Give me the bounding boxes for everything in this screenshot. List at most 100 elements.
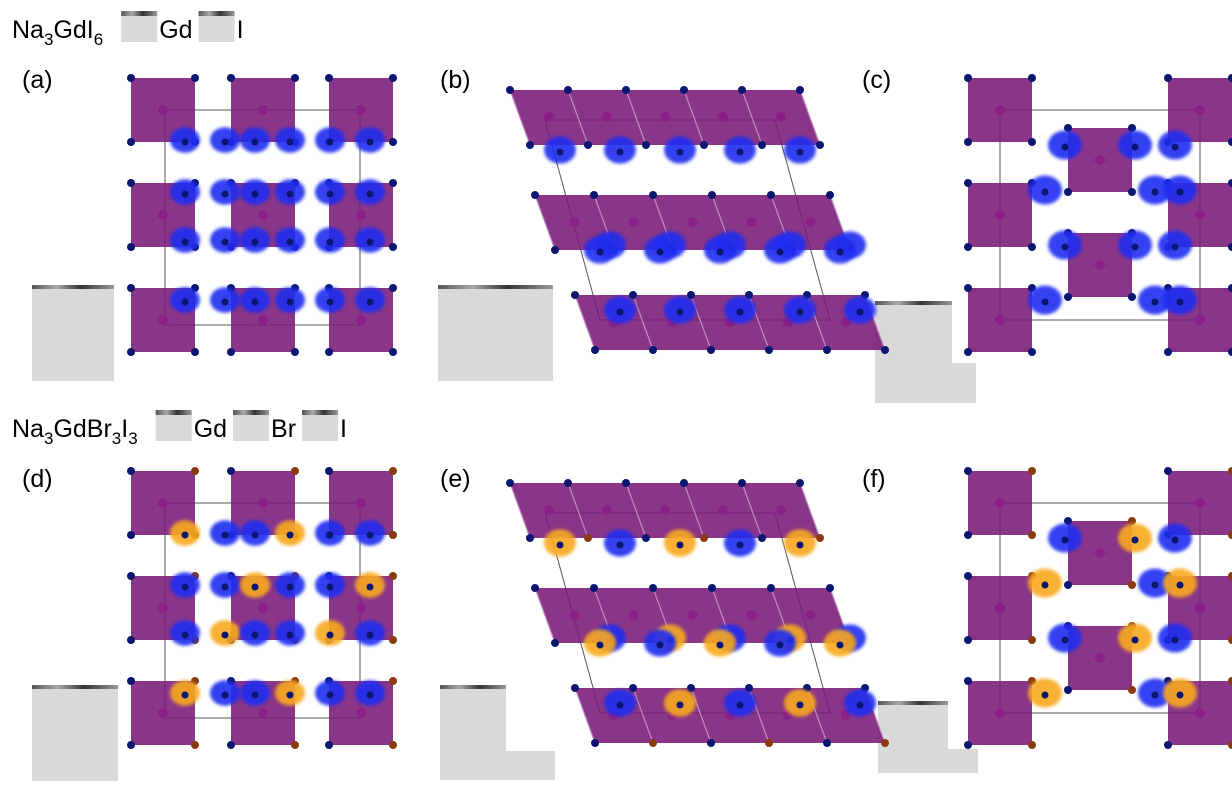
halide-atom <box>127 636 135 644</box>
halide-atom <box>738 86 746 94</box>
na-atom <box>222 191 229 198</box>
na-atom <box>597 249 604 256</box>
halide-atom <box>1028 467 1036 475</box>
halide-atom <box>389 74 397 82</box>
formula-subscript: 3 <box>44 429 53 448</box>
na-atom <box>222 532 229 539</box>
halide-atom <box>964 572 972 580</box>
gd-atom <box>995 498 1005 508</box>
halide-atom <box>127 138 135 146</box>
na-atom <box>367 532 374 539</box>
noise-strip <box>878 701 948 705</box>
legend-swatch <box>302 411 338 441</box>
legend-swatch-noise <box>233 410 269 415</box>
halide-atom <box>571 291 579 299</box>
noise-strip <box>440 685 506 689</box>
na-atom <box>222 584 229 591</box>
gd-atom <box>356 498 366 508</box>
gd-atom <box>995 210 1005 220</box>
halide-atom <box>325 467 333 475</box>
halide-atom <box>680 86 688 94</box>
halide-atom <box>389 677 397 685</box>
na-atom <box>737 702 744 709</box>
na-atom <box>737 309 744 316</box>
na-atom <box>287 584 294 591</box>
halide-atom <box>964 179 972 187</box>
halide-atom <box>191 348 199 356</box>
panel-label: (a) <box>22 66 53 94</box>
halide-atom <box>687 684 695 692</box>
formula: Na3GdBr3I3 <box>12 415 138 448</box>
formula-part: Na <box>12 415 44 443</box>
legend-swatch <box>199 12 235 42</box>
noise-strip <box>32 685 118 689</box>
gd-atom <box>544 505 554 515</box>
na-atom <box>287 139 294 146</box>
na-atom <box>1177 692 1184 699</box>
legend-label: Br <box>271 415 296 443</box>
na-atom <box>1062 537 1069 544</box>
halide-atom <box>227 348 235 356</box>
halide-atom <box>127 741 135 749</box>
halide-atom <box>127 467 135 475</box>
halide-atom <box>964 74 972 82</box>
halide-atom <box>1064 581 1072 589</box>
halide-atom <box>389 531 397 539</box>
na-atom <box>222 299 229 306</box>
halide-atom <box>826 584 834 592</box>
na-atom <box>287 692 294 699</box>
gd-atom <box>1195 105 1205 115</box>
halide-atom <box>700 534 708 542</box>
halide-atom <box>590 584 598 592</box>
halide-atom <box>700 141 708 149</box>
gd-atom <box>1095 653 1105 663</box>
halide-atom <box>1064 686 1072 694</box>
halide-atom <box>649 191 657 199</box>
halide-atom <box>191 74 199 82</box>
na-atom <box>837 249 844 256</box>
halide-atom <box>389 467 397 475</box>
halide-atom <box>1064 293 1072 301</box>
structures <box>127 74 1232 749</box>
halide-atom <box>708 191 716 199</box>
halide-atom <box>551 639 559 647</box>
na-atom <box>1132 144 1139 151</box>
halide-atom <box>796 86 804 94</box>
legend-label: Gd <box>194 415 227 443</box>
halide-atom <box>584 534 592 542</box>
na-atom <box>182 584 189 591</box>
gd-atom <box>356 708 366 718</box>
na-atom <box>717 249 724 256</box>
gd-atom <box>995 315 1005 325</box>
na-atom <box>1042 582 1049 589</box>
halide-atom <box>127 243 135 251</box>
halide-atom <box>564 86 572 94</box>
na-atom <box>327 584 334 591</box>
structure-panel <box>127 467 397 749</box>
na-atom <box>327 239 334 246</box>
halide-atom <box>1028 348 1036 356</box>
na-atom <box>327 191 334 198</box>
halide-atom <box>767 191 775 199</box>
na-atom <box>182 632 189 639</box>
gd-atom <box>776 505 786 515</box>
noise-strip <box>875 301 952 305</box>
placeholder <box>32 286 114 381</box>
na-atom <box>797 702 804 709</box>
formula-part: GdBr <box>53 415 111 443</box>
halide-atom <box>1028 741 1036 749</box>
gd-atom <box>995 603 1005 613</box>
legend-swatch <box>156 411 192 441</box>
halide-atom <box>765 739 773 747</box>
halide-atom <box>707 739 715 747</box>
halide-atom <box>127 531 135 539</box>
halide-atom <box>707 346 715 354</box>
na-atom <box>327 139 334 146</box>
halide-atom <box>1028 138 1036 146</box>
gd-atom <box>1195 498 1205 508</box>
gd-atom <box>629 610 639 620</box>
na-atom <box>252 139 259 146</box>
gd-atom <box>158 603 168 613</box>
halide-atom <box>227 74 235 82</box>
placeholder <box>878 749 978 773</box>
